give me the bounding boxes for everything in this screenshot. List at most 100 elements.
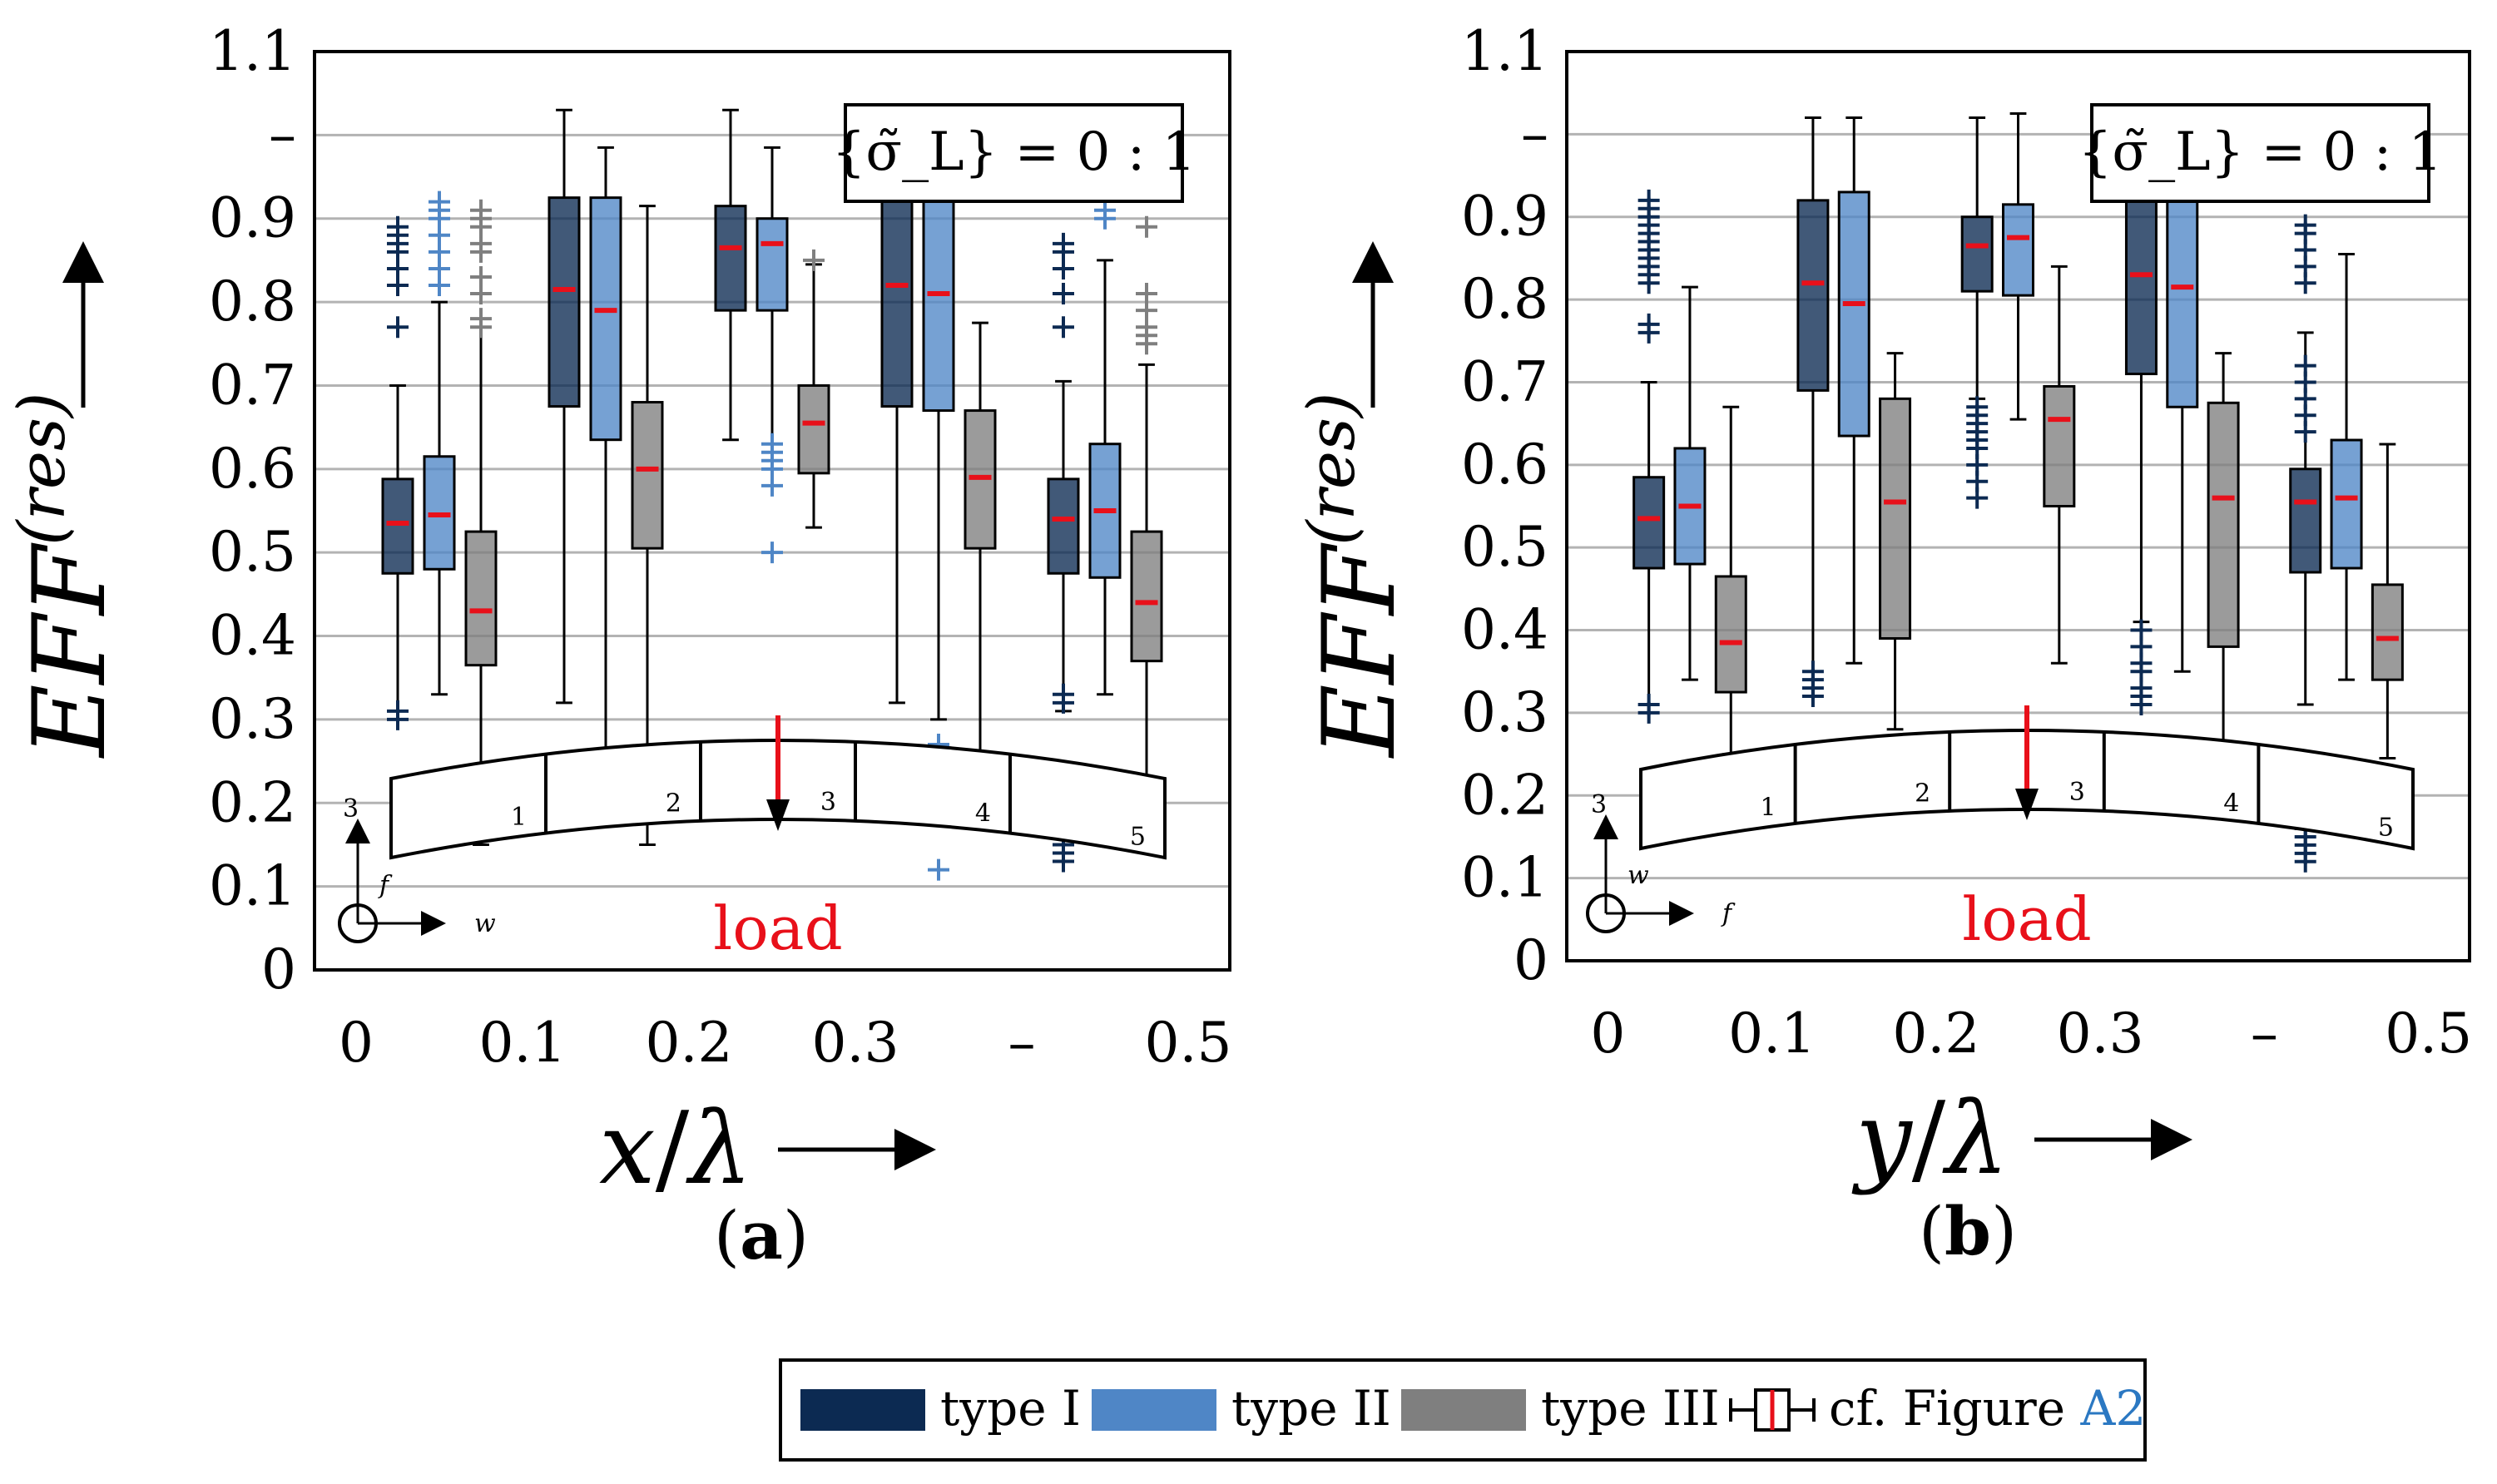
coord-axis-circle (338, 903, 378, 943)
box-iqr (2371, 583, 2404, 681)
outlier-marker (2294, 354, 2316, 377)
outlier-marker (2294, 214, 2316, 236)
legend-ref-text: cf. Figure (1829, 1380, 2081, 1437)
box-type-i-3 (714, 108, 747, 442)
legend-ref-link[interactable]: A2 (2080, 1380, 2147, 1437)
box-type-ii-5 (1088, 199, 1122, 696)
box-iqr (2289, 467, 2322, 574)
x-tick-label: – (1008, 1011, 1036, 1075)
y-tick-label: 0.2 (1461, 763, 1548, 827)
outlier-marker (761, 433, 783, 455)
panel-label-close: ) (1991, 1193, 2017, 1270)
y-tick-label: 0 (261, 937, 296, 1002)
outlier-marker (1053, 283, 1074, 305)
box-type-i-4 (880, 108, 914, 705)
beam-block-number: 4 (975, 799, 991, 828)
box-type-ii-3 (756, 146, 789, 564)
y-axis-label: EFF(res) (1295, 393, 1418, 759)
beam-block-number: 2 (666, 789, 681, 819)
x-axis-label-sep: / (656, 1091, 690, 1207)
x-tick-label: – (2251, 1002, 2278, 1066)
annotation-box (2090, 103, 2430, 203)
box-type-iii-3 (797, 249, 830, 529)
beam-block-number: 4 (2223, 789, 2239, 819)
panel-label: (b) (1919, 1192, 2017, 1270)
y-tick-label: – (1521, 101, 1548, 166)
box-iqr (756, 217, 789, 312)
box-iqr (1796, 199, 1830, 392)
box-iqr (880, 196, 914, 408)
y-tick-label: 0.7 (209, 353, 296, 417)
outlier-marker (387, 316, 409, 339)
outlier-marker (2130, 619, 2153, 641)
outlier-marker (1053, 683, 1074, 705)
coord-label-up: 3 (1591, 790, 1607, 819)
outlier-marker (1136, 283, 1157, 305)
y-tick-label: 0.9 (1461, 185, 1548, 249)
box-iqr (547, 196, 581, 408)
box-type-iii-2 (631, 205, 664, 846)
outlier-marker (1801, 660, 1824, 683)
box-type-ii-4 (922, 146, 955, 881)
outlier-marker (1637, 693, 1660, 715)
y-tick-label: 0.6 (1461, 433, 1548, 497)
outlier-marker (1053, 316, 1074, 339)
y-tick-label: 0.8 (1461, 267, 1548, 331)
outlier-marker (1094, 199, 1116, 221)
y-tick-label: 0.5 (1461, 515, 1548, 579)
outlier-marker (429, 190, 450, 213)
y-tick-label: 0.3 (209, 687, 296, 751)
x-axis-label-var: y (1851, 1081, 1914, 1197)
y-axis-label-main: EFF (1302, 542, 1418, 759)
box-type-i-4 (2124, 116, 2158, 715)
box-iqr (714, 205, 747, 312)
box-iqr (1879, 397, 1912, 640)
y-tick-label: 0.1 (209, 854, 296, 918)
legend: type I type II type III cf. Figure A2 (779, 1358, 2147, 1462)
beam-block-number: 1 (511, 803, 527, 832)
legend-swatch-2 (1092, 1389, 1216, 1431)
outlier-marker (1966, 396, 1989, 418)
x-axis-label-lambda: λ (1942, 1081, 2009, 1197)
x-tick-label: 0.2 (1892, 1002, 1979, 1066)
x-tick-label: 0 (1590, 1002, 1625, 1066)
box-type-i-5 (1047, 232, 1080, 873)
outlier-marker (1053, 232, 1074, 255)
outlier-marker (803, 249, 825, 271)
y-tick-label: 0.3 (1461, 680, 1548, 744)
box-iqr (1960, 215, 1994, 293)
box-type-ii-2 (589, 146, 622, 763)
box-iqr (2043, 384, 2076, 507)
box-type-iii-3 (2043, 265, 2076, 665)
y-tick-label: 0.7 (1461, 349, 1548, 413)
y-tick-label: 0.5 (209, 520, 296, 584)
y-tick-label: 0 (1514, 928, 1548, 992)
x-tick-label: 0.3 (2057, 1002, 2144, 1066)
box-type-ii-5 (2330, 252, 2363, 681)
box-iqr (2002, 203, 2034, 297)
legend-swatch-3 (1401, 1389, 1526, 1431)
outlier-marker (1637, 189, 1660, 211)
box-type-i-1 (1632, 189, 1666, 724)
beam-block-number: 5 (2378, 813, 2394, 842)
box-type-ii-3 (2002, 112, 2034, 421)
y-tick-label: 0.6 (209, 437, 296, 501)
x-axis-label-lambda: λ (686, 1091, 752, 1207)
y-tick-label: 0.4 (1461, 598, 1548, 662)
x-axis-label: x/λ (599, 1091, 752, 1207)
beam-block-number: 5 (1130, 822, 1146, 851)
beam-block-number: 3 (820, 788, 836, 817)
coord-label-right: w (474, 909, 496, 938)
y-axis-label-main: EFF (12, 542, 128, 759)
beam-block-number: 1 (1760, 793, 1776, 822)
panel-label-letter: a (740, 1196, 783, 1274)
y-tick-label: 1.1 (209, 19, 296, 83)
box-iqr (631, 401, 664, 550)
legend-swatch-1 (800, 1389, 925, 1431)
annotation-text: {σ̃_L} = 0 : 1 (832, 121, 1196, 183)
y-tick-label: – (269, 102, 296, 166)
box-iqr (381, 477, 414, 575)
